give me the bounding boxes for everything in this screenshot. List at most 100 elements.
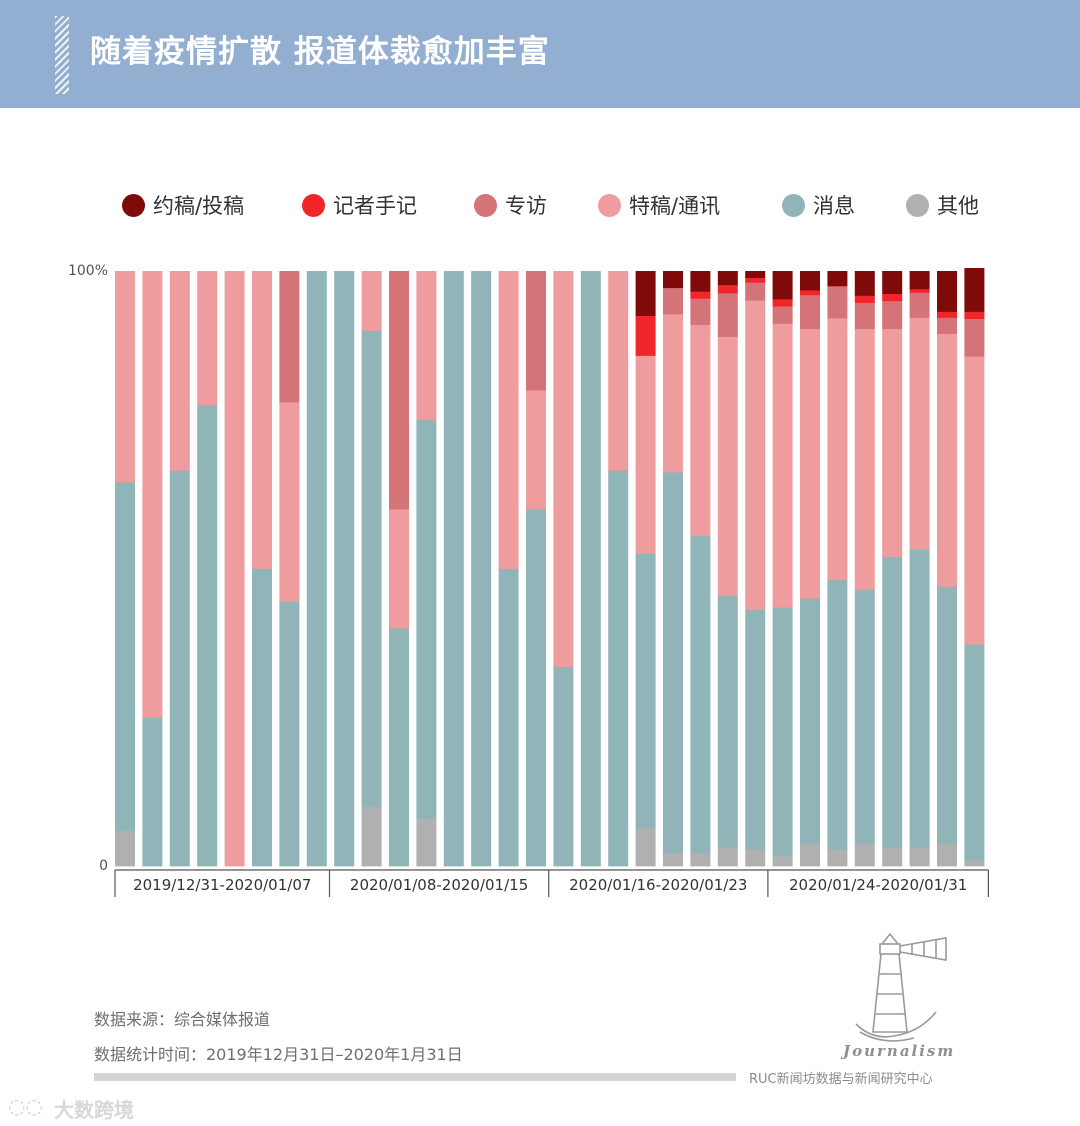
legend-item: 专访 [474, 190, 547, 220]
bar-segment [772, 607, 793, 856]
bar-segment [717, 284, 738, 294]
bar-segment [635, 355, 656, 555]
bar-segment [745, 271, 766, 278]
bar-segment [745, 277, 766, 283]
legend-label: 约稿/投稿 [153, 194, 245, 218]
bar-segment [717, 336, 738, 596]
bar-segment [827, 849, 848, 867]
bar-segment [690, 291, 711, 299]
bar-segment [416, 419, 437, 819]
bar-segment [882, 556, 903, 848]
bar-segment [334, 271, 355, 867]
legend-swatch-icon [302, 193, 325, 217]
bar-segment [854, 302, 875, 330]
bar-segment [635, 553, 656, 828]
bar-segment [252, 271, 272, 569]
bar-segment [772, 298, 793, 307]
bar-segment [526, 271, 546, 391]
legend-swatch-icon [474, 193, 497, 217]
legend-swatch-icon [782, 193, 805, 217]
legend-item: 特稿/通讯 [598, 190, 720, 220]
bar-segment [115, 830, 135, 867]
bar-segment [964, 860, 985, 867]
bar-segment [663, 287, 683, 315]
x-group-label: 2020/01/24-2020/01/31 [789, 876, 967, 894]
bar-segment [772, 855, 793, 867]
footer-divider-bar [94, 1073, 736, 1081]
bar-segment [800, 328, 820, 599]
bar-segment [937, 311, 957, 318]
bar-segment [197, 271, 218, 406]
bar-segment [827, 285, 848, 319]
bar-segment [909, 292, 930, 318]
bar-segment [882, 846, 903, 867]
bar-segment [526, 390, 546, 510]
bar-segment [882, 328, 903, 557]
bar-segment [717, 271, 738, 286]
bar-segment [580, 271, 601, 867]
bar-segment [827, 579, 848, 850]
bar-segment [169, 271, 190, 471]
bar-segment [389, 271, 409, 510]
bar-segment [197, 404, 218, 867]
journalism-brand-text: Journalism [843, 1042, 956, 1060]
y-tick-label-top: 100% [68, 263, 108, 279]
legend-label: 特稿/通讯 [629, 194, 721, 218]
bar-segment [498, 271, 519, 569]
bar-segment [553, 271, 574, 668]
bar-segment [909, 549, 930, 848]
bar-segment [717, 595, 738, 848]
bar-segment [690, 298, 711, 325]
legend-label: 记者手记 [333, 194, 417, 218]
bar-segment [471, 271, 492, 867]
header-stripe-decoration [55, 16, 69, 94]
bar-segment [690, 852, 711, 867]
chart-legend: 约稿/投稿 记者手记 专访 特稿/通讯 消息 其他 [122, 190, 1002, 224]
bar-segment [937, 271, 957, 312]
watermark: ◌◌ 大数跨境 [8, 1092, 148, 1122]
bar-segment [882, 293, 903, 302]
bar-segment [800, 290, 820, 296]
legend-item: 记者手记 [302, 190, 417, 220]
bar-segment [717, 293, 738, 337]
header-banner: 随着疫情扩散 报道体裁愈加丰富 [0, 0, 1080, 108]
watermark-text: 大数跨境 [54, 1098, 134, 1122]
bar-segment [361, 806, 382, 867]
x-group-label: 2020/01/16-2020/01/23 [569, 876, 747, 894]
bar-segment [690, 324, 711, 537]
y-tick-label-zero: 0 [99, 858, 108, 874]
bar-segment [252, 568, 272, 867]
bar-segment [854, 843, 875, 867]
bar-segment [745, 609, 766, 850]
bar-segment [389, 509, 409, 629]
legend-label: 其他 [937, 194, 979, 218]
bar-segment [717, 846, 738, 867]
bar-segment [800, 843, 820, 867]
bar-segment [608, 470, 629, 867]
page-title: 随着疫情扩散 报道体裁愈加丰富 [90, 34, 550, 70]
bar-segment [909, 271, 930, 290]
bar-segment [964, 356, 985, 645]
bar-segment [142, 271, 163, 718]
legend-item: 其他 [906, 190, 979, 220]
bar-segment [854, 271, 875, 296]
bar-segment [827, 318, 848, 581]
bar-segment [964, 268, 985, 312]
bar-segment [498, 568, 519, 867]
bar-segment [443, 271, 464, 867]
bar-segment [745, 282, 766, 301]
bar-segment [115, 271, 135, 483]
bar-segment [663, 472, 683, 854]
legend-label: 专访 [505, 194, 547, 218]
bar-segment [882, 300, 903, 330]
data-period-note: 数据统计时间：2019年12月31日–2020年1月31日 [94, 1045, 463, 1064]
bar-segment [526, 509, 546, 867]
bar-segment [553, 666, 574, 867]
bar-segment [909, 846, 930, 867]
bar-segment [663, 313, 683, 473]
bar-segment [800, 598, 820, 844]
legend-swatch-icon [122, 193, 145, 217]
bar-segment [882, 271, 903, 295]
bar-segment [937, 843, 957, 867]
bar-segment [909, 317, 930, 550]
